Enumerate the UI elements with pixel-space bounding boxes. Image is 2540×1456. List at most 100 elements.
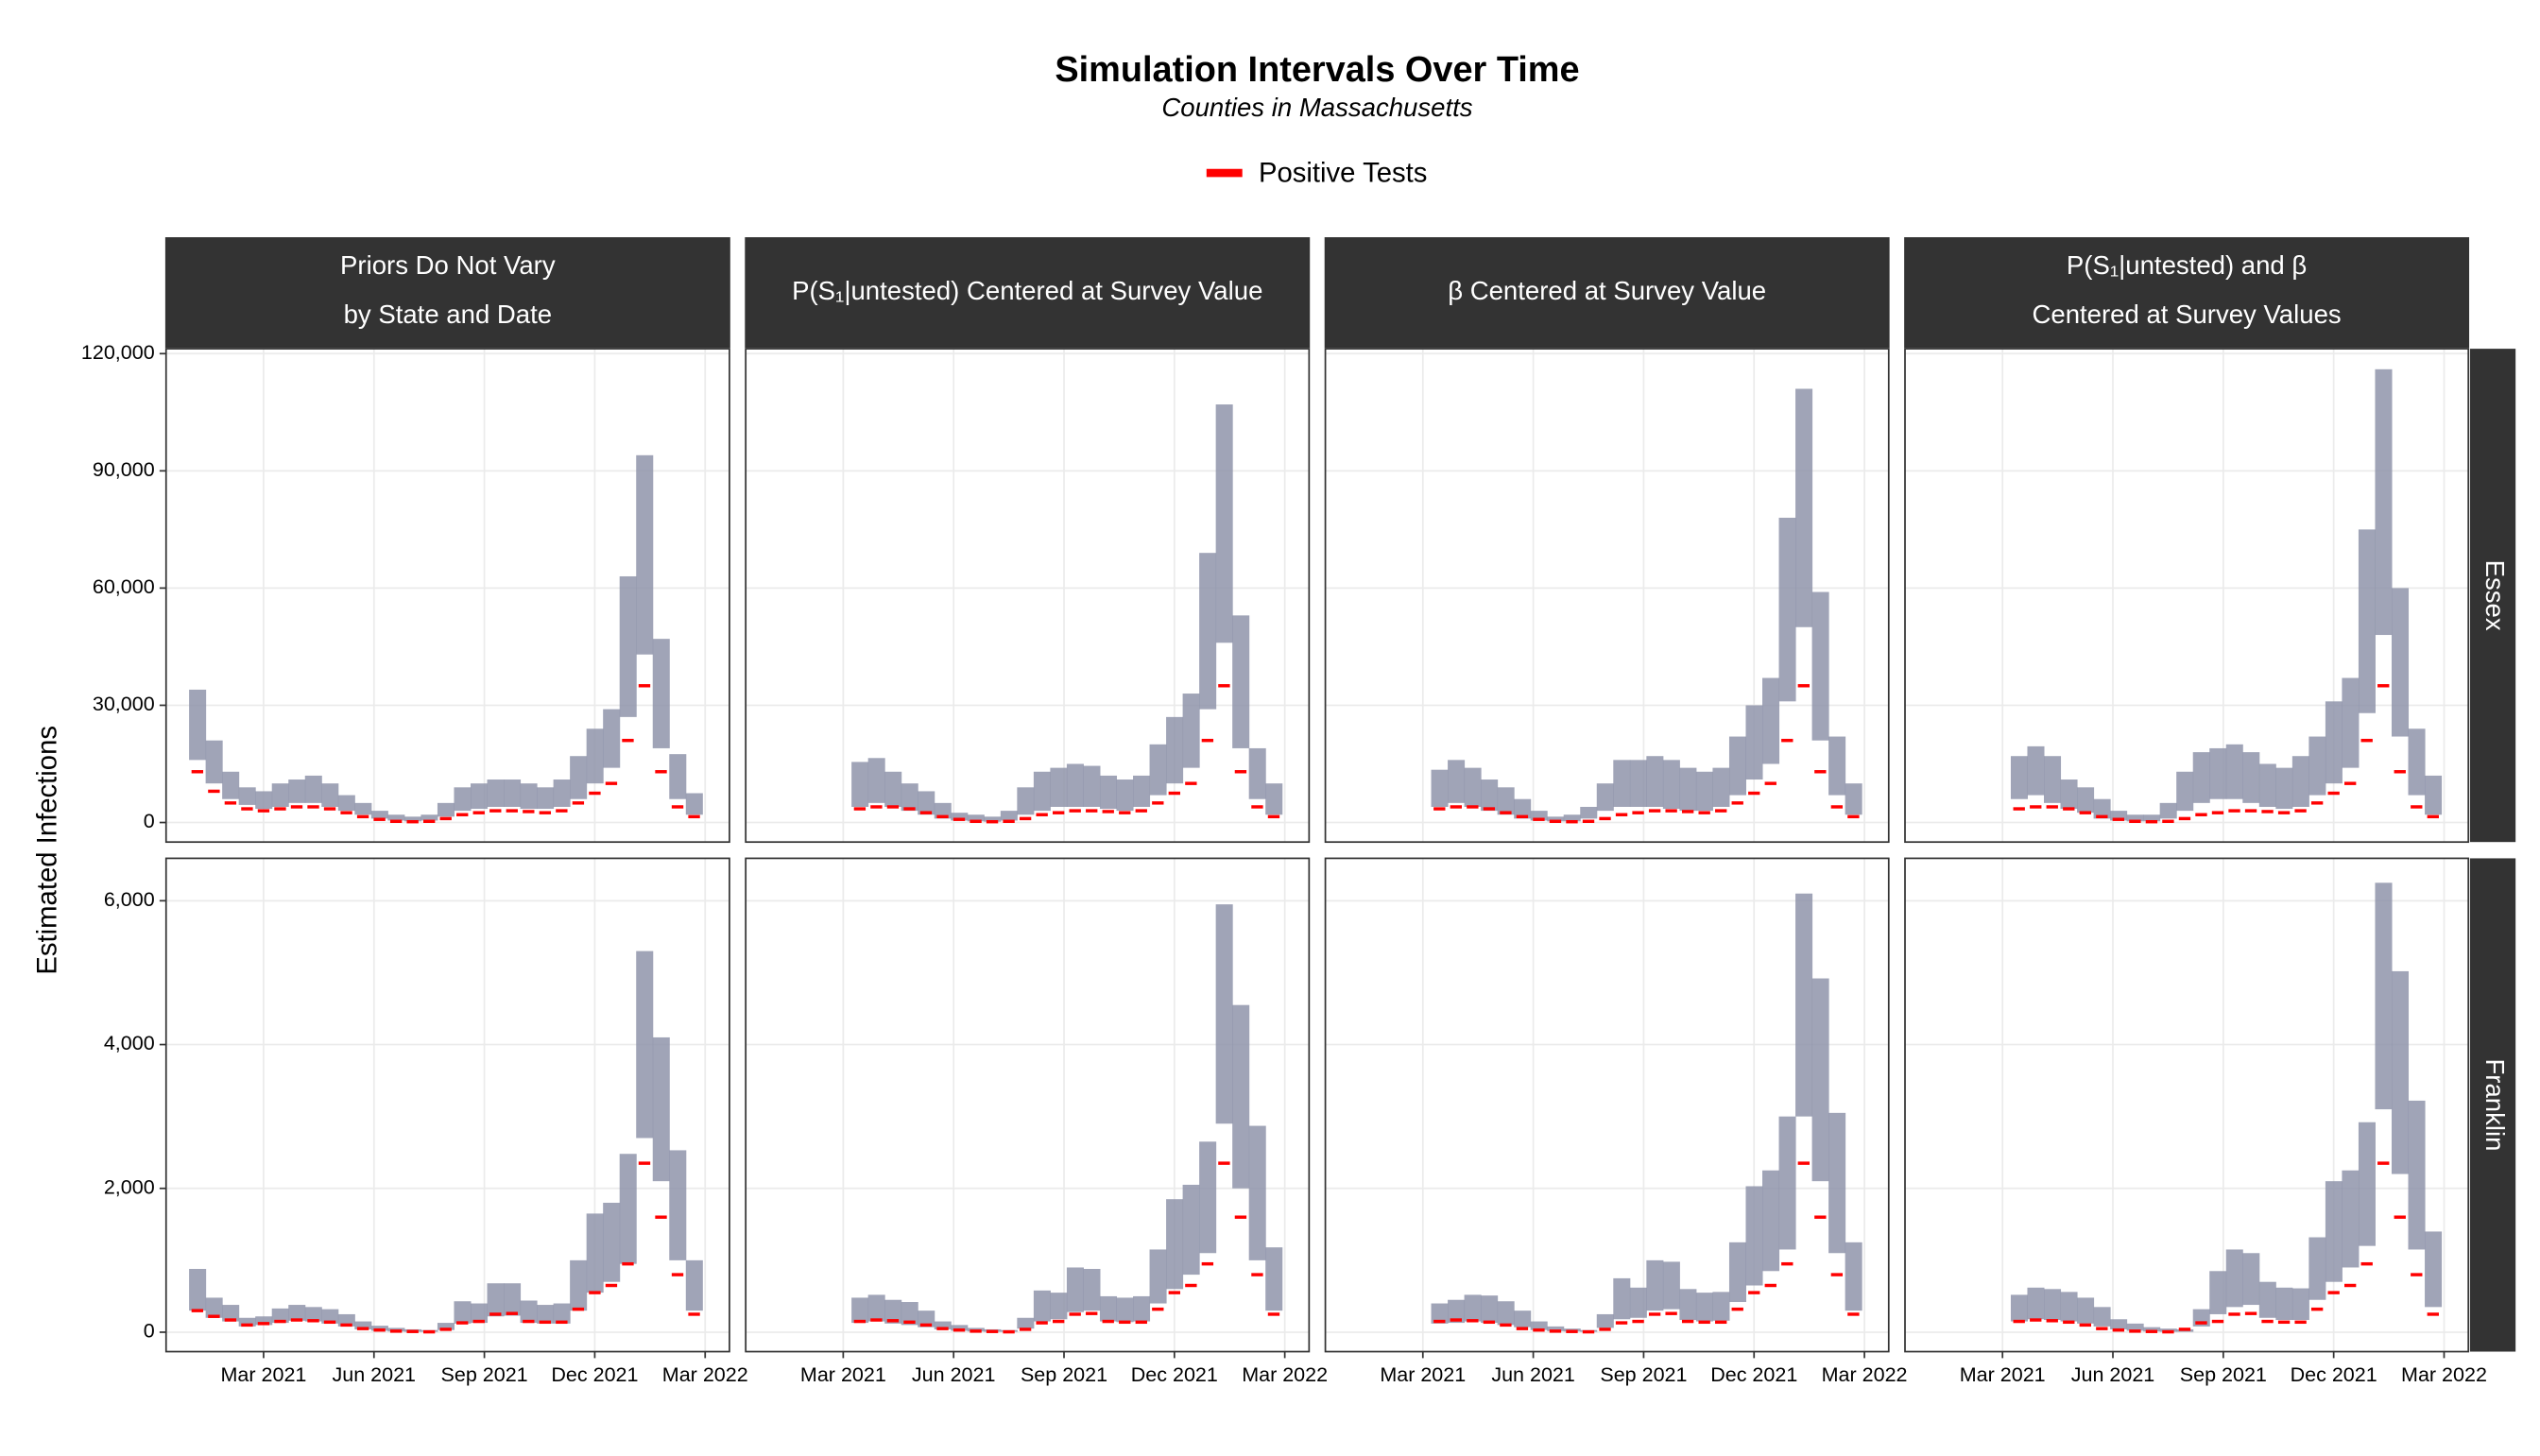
interval: [1050, 1293, 1068, 1320]
interval: [934, 1321, 952, 1329]
interval: [1514, 798, 1532, 819]
interval: [1265, 783, 1283, 815]
panel-border: [1324, 348, 1890, 844]
interval: [2375, 882, 2393, 1110]
interval: [1712, 767, 1730, 807]
interval: [1232, 1004, 1250, 1189]
interval: [2358, 529, 2376, 713]
interval: [636, 454, 654, 655]
interval: [1033, 1290, 1051, 1322]
panel-border: [745, 348, 1311, 844]
interval: [1497, 1301, 1515, 1326]
interval: [570, 756, 588, 799]
interval: [2126, 814, 2144, 822]
x-tick-label: Jun 2021: [332, 1363, 416, 1386]
interval: [2060, 1292, 2078, 1322]
interval: [1728, 1242, 1747, 1303]
interval: [2192, 752, 2210, 803]
interval: [205, 740, 223, 784]
interval: [2077, 787, 2095, 814]
interval: [1033, 771, 1051, 812]
interval: [1448, 1299, 1466, 1324]
interval: [470, 1303, 489, 1324]
x-tick-label: Mar 2022: [1822, 1363, 1908, 1386]
panel-border: [1324, 857, 1890, 1353]
interval: [2291, 756, 2309, 807]
interval: [2027, 1287, 2045, 1320]
interval: [1629, 1287, 1647, 1318]
facet-strip: [1324, 237, 1890, 349]
interval: [271, 1308, 289, 1324]
interval: [2242, 752, 2260, 803]
x-tick-label: Dec 2021: [1131, 1363, 1218, 1386]
interval: [2425, 1231, 2443, 1308]
panel-border: [1904, 348, 2470, 844]
interval: [1248, 1125, 1266, 1260]
interval: [553, 779, 571, 807]
interval: [685, 1259, 703, 1311]
x-tick-label: Sep 2021: [1600, 1363, 1687, 1386]
y-tick-label: 6,000: [104, 888, 155, 911]
interval: [1679, 1289, 1697, 1321]
legend-label: Positive Tests: [1259, 157, 1427, 188]
interval: [321, 1309, 339, 1324]
x-tick-label: Mar 2022: [662, 1363, 748, 1386]
interval: [1083, 765, 1101, 807]
interval: [1050, 767, 1068, 807]
y-axis-label: Estimated Infections: [31, 726, 62, 975]
interval: [288, 1305, 306, 1321]
interval: [504, 1283, 522, 1316]
interval: [1596, 1313, 1614, 1328]
interval: [1762, 677, 1780, 764]
interval: [1514, 1310, 1532, 1328]
panel: [1325, 858, 1889, 1352]
interval: [1182, 1184, 1200, 1276]
interval: [951, 1325, 969, 1331]
interval: [553, 1303, 571, 1324]
interval: [1199, 1141, 1217, 1254]
interval: [636, 951, 654, 1139]
interval: [1431, 769, 1449, 807]
interval: [619, 575, 637, 717]
interval: [1464, 767, 1482, 807]
facet-strip: [164, 237, 730, 349]
interval: [1795, 893, 1813, 1117]
interval: [2176, 771, 2194, 812]
facet-label: Franklin: [2480, 1058, 2510, 1151]
interval: [652, 639, 670, 748]
interval: [1845, 1242, 1862, 1311]
interval: [2342, 1170, 2360, 1268]
interval: [1099, 1295, 1118, 1322]
interval: [1646, 756, 1664, 807]
x-tick-label: Sep 2021: [1021, 1363, 1107, 1386]
panel: [1905, 858, 2469, 1352]
interval: [304, 775, 322, 803]
interval: [685, 793, 703, 815]
interval: [1695, 1293, 1713, 1322]
interval: [2408, 728, 2426, 796]
panel-border: [1904, 857, 2470, 1353]
interval: [189, 689, 207, 761]
interval: [603, 1202, 621, 1282]
interval: [1563, 814, 1581, 822]
interval: [1580, 806, 1598, 819]
interval: [2010, 1294, 2028, 1322]
x-tick-label: Jun 2021: [1491, 1363, 1575, 1386]
interval: [487, 1283, 505, 1317]
x-tick-label: Mar 2022: [2401, 1363, 2487, 1386]
interval: [2010, 756, 2028, 799]
interval: [487, 779, 505, 807]
facet-strip: [2469, 858, 2516, 1352]
subtitle: Counties in Massachusetts: [1161, 93, 1472, 122]
interval: [1778, 1116, 1796, 1250]
interval: [238, 787, 256, 805]
interval: [1828, 736, 1846, 796]
interval: [967, 814, 985, 822]
interval: [2258, 1281, 2276, 1318]
title: Simulation Intervals Over Time: [1055, 50, 1579, 90]
interval: [1149, 1249, 1167, 1304]
interval: [370, 811, 388, 819]
interval: [918, 791, 935, 815]
interval: [1547, 1326, 1565, 1331]
x-tick-label: Sep 2021: [441, 1363, 528, 1386]
